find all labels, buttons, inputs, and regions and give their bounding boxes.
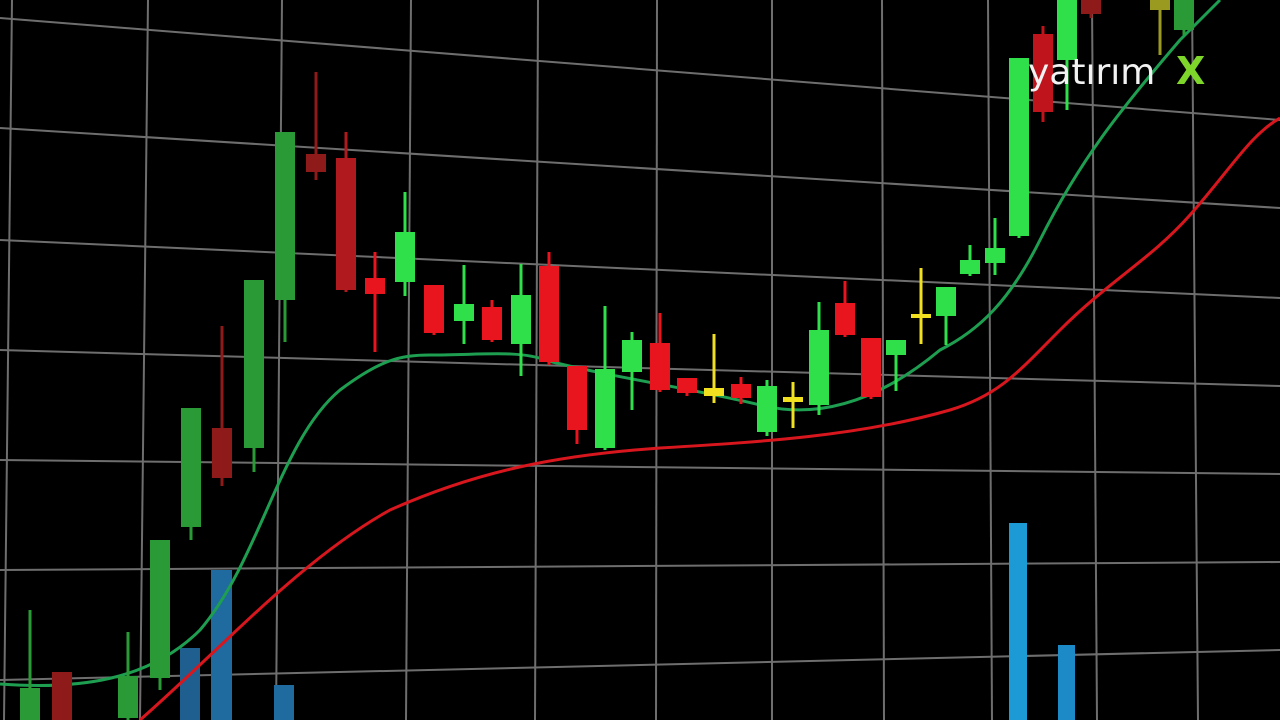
moving-average: [0, 0, 1222, 687]
candle-body: [424, 285, 444, 333]
volume-bar: [180, 648, 200, 720]
candle-body: [306, 154, 326, 172]
candles: [20, 0, 1194, 720]
candle-body: [861, 338, 881, 397]
logo-mark: X: [1176, 49, 1205, 93]
candle-body: [911, 314, 931, 318]
candle-body: [809, 330, 829, 405]
volume-bar: [274, 685, 294, 720]
candle-body: [783, 397, 803, 402]
candle-body: [1057, 0, 1077, 60]
grid-line: [534, 0, 539, 720]
candle-body: [650, 343, 670, 390]
grid-line: [405, 0, 412, 720]
candle-body: [1033, 34, 1053, 112]
grid-line: [0, 127, 1280, 209]
candle-body: [118, 676, 138, 718]
grid-line: [0, 239, 1280, 299]
grid-line: [987, 0, 993, 720]
candle-body: [731, 384, 751, 398]
candle-body: [677, 378, 697, 393]
logo-text: yatırım: [1028, 52, 1155, 93]
grid-line: [1191, 0, 1199, 720]
candle-body: [539, 266, 559, 362]
candle-body: [886, 340, 906, 355]
candle-body: [395, 232, 415, 282]
grid-line: [881, 0, 885, 720]
candle-body: [150, 540, 170, 678]
volume-bar: [1009, 523, 1027, 720]
candle-body: [212, 428, 232, 478]
candle-body: [1174, 0, 1194, 30]
candle-body: [704, 388, 724, 396]
candle-body: [567, 366, 587, 430]
candle-body: [1081, 0, 1101, 14]
candle-body: [835, 303, 855, 335]
candle-body: [1009, 58, 1029, 236]
grid-line: [1091, 0, 1098, 720]
candle-body: [985, 248, 1005, 263]
candle-body: [275, 132, 295, 300]
candle-body: [757, 386, 777, 432]
grid-line: [0, 561, 1280, 571]
candle-body: [960, 260, 980, 274]
volume-bar: [1058, 645, 1075, 720]
grid-line: [139, 0, 149, 720]
moving-average: [139, 116, 1280, 720]
candle-body: [336, 158, 356, 290]
grid-line: [3, 0, 13, 720]
candle-body: [595, 369, 615, 448]
candle-body: [936, 287, 956, 316]
candle-body: [482, 307, 502, 340]
candle-body: [244, 280, 264, 448]
grid-line: [275, 0, 283, 720]
candle-body: [181, 408, 201, 527]
candle-body: [454, 304, 474, 321]
candle-body: [622, 340, 642, 372]
candle-body: [511, 295, 531, 344]
candle-body: [52, 672, 72, 720]
candle-body: [1150, 0, 1170, 10]
candle-body: [20, 688, 40, 720]
candle-body: [365, 278, 385, 294]
